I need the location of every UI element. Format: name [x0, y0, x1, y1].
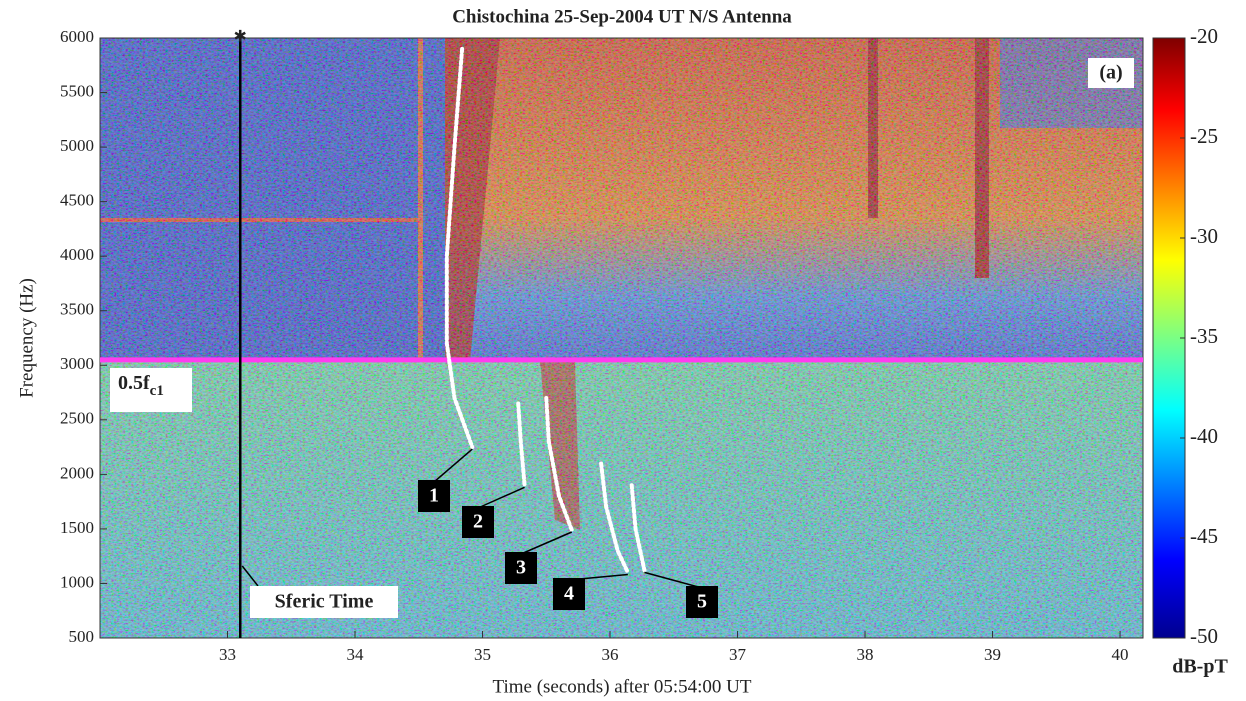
- y-tick-label: 2500: [60, 409, 94, 428]
- whistler-trace: [516, 401, 527, 488]
- trace-label-box: [686, 586, 718, 618]
- y-axis-label: Frequency (Hz): [16, 278, 37, 398]
- trace-leader: [644, 571, 703, 589]
- x-tick-label: 34: [347, 645, 365, 664]
- y-tick-label: 3500: [60, 300, 94, 319]
- trace-label: 3: [516, 557, 526, 579]
- reference-label: 0.5fc1: [118, 372, 164, 400]
- y-tick-label: 4000: [60, 245, 94, 264]
- panel-label-box: [1088, 58, 1134, 88]
- plot-frame: [99, 37, 1144, 639]
- colorbar-tick-label: -25: [1190, 124, 1218, 148]
- trace-leader: [477, 486, 525, 509]
- trace-label-box: [553, 578, 585, 610]
- y-tick-label: 5500: [60, 81, 94, 100]
- sferic-label: Sferic Time: [275, 591, 374, 613]
- colorbar-tick-label: -35: [1190, 324, 1218, 348]
- trace-label-box: [418, 480, 450, 512]
- colorbar-tick-label: -30: [1190, 224, 1218, 248]
- y-tick-label: 3000: [60, 354, 94, 373]
- x-tick-label: 38: [857, 645, 874, 664]
- reference-label-box: [110, 368, 192, 412]
- reference-label-text: 0.5f: [118, 372, 150, 394]
- x-tick-label: 40: [1112, 645, 1129, 664]
- spectrogram-image: [100, 38, 1143, 638]
- x-axis-label: Time (seconds) after 05:54:00 UT: [493, 676, 752, 697]
- colorbar: [1152, 37, 1186, 639]
- x-tick-label: 36: [602, 645, 619, 664]
- panel-label: (a): [1099, 62, 1122, 84]
- sferic-marker: ✱: [234, 29, 247, 46]
- y-tick-label: 5000: [60, 136, 94, 155]
- colorbar-tick-label: -50: [1190, 624, 1218, 648]
- reference-label-subscript: c1: [150, 383, 164, 399]
- colorbar-tick-label: -20: [1190, 24, 1218, 48]
- y-tick-label: 2000: [60, 463, 94, 482]
- trace-leader: [520, 531, 573, 555]
- y-tick-label: 4500: [60, 191, 94, 210]
- trace-leader: [433, 448, 473, 483]
- colorbar-tick-label: -40: [1190, 424, 1218, 448]
- x-tick-label: 33: [219, 645, 236, 664]
- x-tick-label: 39: [984, 645, 1001, 664]
- trace-label-box: [505, 552, 537, 584]
- trace-label: 5: [697, 591, 707, 613]
- whistler-trace: [544, 396, 574, 532]
- trace-label: 2: [473, 511, 483, 533]
- x-tick-label: 35: [474, 645, 491, 664]
- trace-label: 4: [564, 583, 574, 605]
- y-tick-label: 1500: [60, 518, 94, 537]
- trace-label-box: [462, 506, 494, 538]
- chart-title: Chistochina 25-Sep-2004 UT N/S Antenna: [452, 6, 792, 27]
- y-tick-label: 500: [69, 627, 95, 646]
- colorbar-tick-label: -45: [1190, 524, 1218, 548]
- sferic-leader: [241, 565, 259, 587]
- y-tick-label: 1000: [60, 572, 94, 591]
- whistler-trace: [444, 46, 475, 450]
- trace-label: 1: [429, 485, 439, 507]
- whistler-trace: [629, 483, 647, 573]
- whistler-trace: [599, 461, 630, 575]
- y-tick-label: 6000: [60, 27, 94, 46]
- x-tick-label: 37: [729, 645, 747, 664]
- sferic-label-box: [250, 586, 398, 618]
- colorbar-label: dB-pT: [1172, 656, 1228, 678]
